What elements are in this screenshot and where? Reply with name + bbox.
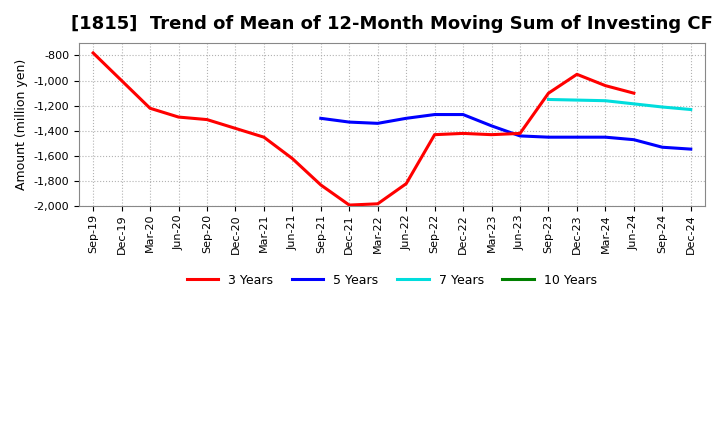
5 Years (402, 116, 410, 121)
7 Years (601, 98, 610, 103)
5 Years (431, 112, 439, 117)
3 Years (572, 72, 581, 77)
5 Years (572, 135, 581, 140)
7 Years (658, 104, 667, 110)
5 Years (658, 145, 667, 150)
3 Years (544, 91, 553, 96)
3 Years (487, 132, 496, 137)
Line: 5 Years: 5 Years (321, 114, 690, 149)
7 Years (686, 107, 695, 112)
5 Years (686, 147, 695, 152)
3 Years (174, 114, 183, 120)
Title: [1815]  Trend of Mean of 12-Month Moving Sum of Investing CF: [1815] Trend of Mean of 12-Month Moving … (71, 15, 713, 33)
Line: 3 Years: 3 Years (93, 53, 634, 205)
3 Years (145, 106, 154, 111)
3 Years (231, 126, 240, 131)
3 Years (260, 135, 269, 140)
3 Years (601, 83, 610, 88)
5 Years (345, 119, 354, 125)
3 Years (629, 91, 638, 96)
Legend: 3 Years, 5 Years, 7 Years, 10 Years: 3 Years, 5 Years, 7 Years, 10 Years (182, 268, 602, 292)
5 Years (629, 137, 638, 142)
7 Years (544, 97, 553, 102)
3 Years (202, 117, 211, 122)
3 Years (374, 201, 382, 206)
7 Years (572, 97, 581, 103)
7 Years (629, 101, 638, 106)
3 Years (516, 131, 524, 136)
3 Years (459, 131, 467, 136)
Y-axis label: Amount (million yen): Amount (million yen) (15, 59, 28, 190)
5 Years (374, 121, 382, 126)
3 Years (317, 182, 325, 187)
5 Years (487, 123, 496, 128)
5 Years (544, 135, 553, 140)
3 Years (117, 78, 126, 83)
5 Years (459, 112, 467, 117)
5 Years (601, 135, 610, 140)
3 Years (431, 132, 439, 137)
3 Years (288, 156, 297, 161)
5 Years (516, 133, 524, 139)
Line: 7 Years: 7 Years (549, 99, 690, 110)
3 Years (345, 202, 354, 208)
5 Years (317, 116, 325, 121)
3 Years (402, 181, 410, 186)
3 Years (89, 50, 97, 55)
